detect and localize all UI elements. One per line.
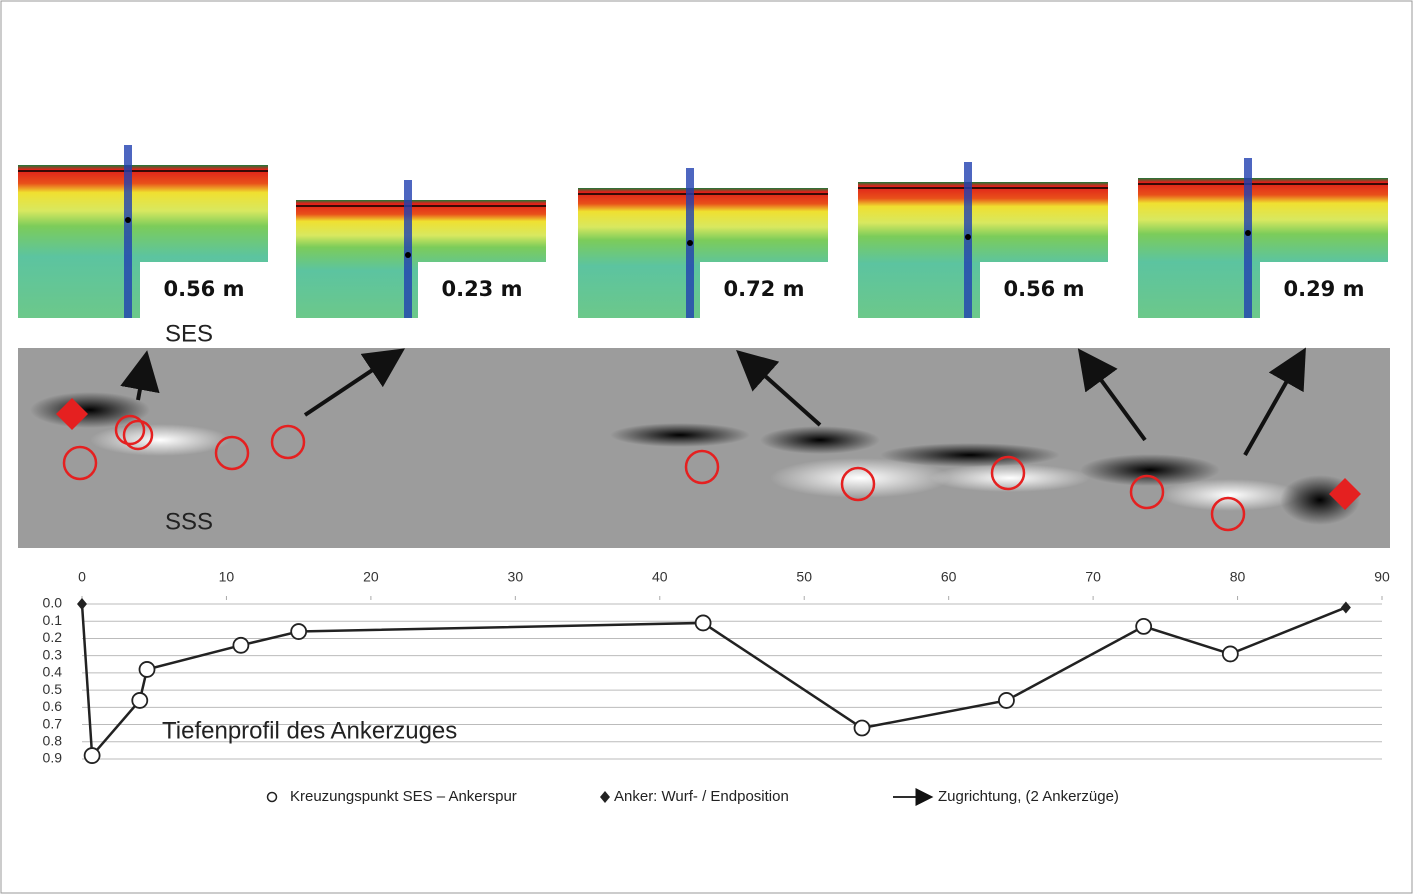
label-box [1260,262,1388,318]
crossing-point [83,747,101,764]
y-tick-label: 0.7 [43,715,63,731]
crossing-point [232,636,250,654]
crossing-point [1135,617,1153,635]
label-box [700,262,828,318]
sonar-trace [1244,158,1252,318]
legend-label: Anker: Wurf- / Endposition [614,788,789,805]
sss-label: SSS [165,508,213,535]
ses-panels: 0.56 m 0.23 m 0.72 m 0.56 m 0.29 m [18,145,1388,318]
x-tick-label: 50 [796,569,812,585]
crossing-point [131,692,149,709]
crossing-point [138,661,156,678]
legend-circle [266,791,278,803]
annotation: Tiefenprofil des Ankerzuges [162,717,457,744]
depth-line [80,603,1347,759]
label-box [980,262,1108,318]
y-tick-label: 0.8 [43,732,63,748]
anchor-point [1340,601,1351,614]
depth-label: 0.23 m [441,277,522,301]
ses-label: SES [165,320,213,347]
x-tick-label: 30 [508,569,524,585]
x-tick-label: 0 [78,569,86,585]
depth-label: 0.56 m [163,277,244,301]
sonar-dot [965,234,971,240]
label-box [418,262,546,318]
sonar-dot [125,217,131,223]
y-tick-label: 0.1 [43,612,63,628]
y-tick-label: 0.6 [43,698,63,714]
depth-chart: 0 10 20 30 40 50 60 70 80 90 0.00.10.20.3 0.40.50.6… [43,569,1390,806]
sss-image [18,347,1390,548]
crossing-point [694,614,712,632]
depth-label: 0.29 m [1283,277,1364,301]
sonar-dot [405,252,411,258]
y-tick-label: 0.0 [43,595,63,611]
x-tick-label: 20 [363,569,379,585]
sonar-trace [404,180,412,318]
crossing-point [1221,645,1239,663]
crossing-point [290,623,308,640]
depth-label: 0.56 m [1003,277,1084,301]
depth-label: 0.72 m [723,277,804,301]
y-tick-label: 0.3 [43,646,63,662]
sonar-dot [687,240,693,246]
legend-label: Zugrichtung, (2 Ankerzüge) [938,788,1119,805]
x-tick-label: 80 [1230,569,1246,585]
legend-diamond [600,791,610,803]
y-tick-label: 0.2 [43,629,63,645]
x-tick-label: 60 [941,569,957,585]
x-tick-label: 70 [1085,569,1101,585]
x-tick-label: 40 [652,569,668,585]
y-tick-label: 0.9 [43,750,63,766]
sonar-dot [1245,230,1251,236]
y-tick-label: 0.5 [43,681,63,697]
anchor-point [77,598,87,610]
x-tick-label: 10 [219,569,235,585]
crossing-point [853,719,871,737]
legend-label: Kreuzungspunkt SES – Ankerspur [290,788,517,805]
sonar-trace [124,145,132,318]
crossing-point [998,692,1015,709]
x-tick-label: 90 [1374,569,1390,585]
y-tick-label: 0.4 [43,664,63,680]
label-box [140,262,268,318]
